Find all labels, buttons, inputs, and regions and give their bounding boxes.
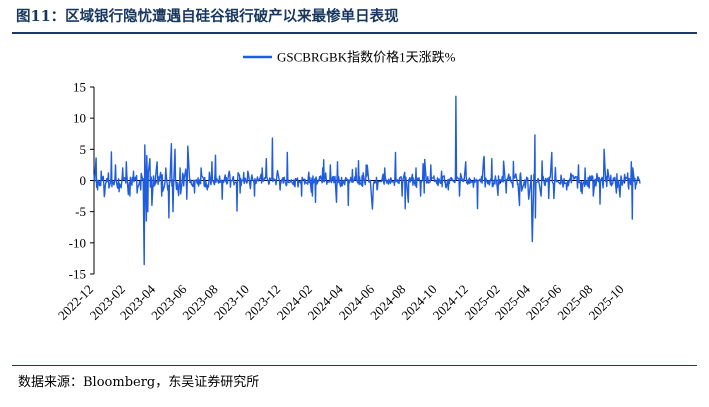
y-tick-label: 5 xyxy=(80,142,87,157)
y-tick-label: 15 xyxy=(73,80,86,95)
x-tick-label: 2025-10 xyxy=(585,282,626,323)
y-tick-label: 10 xyxy=(73,111,86,126)
y-tick-label: -5 xyxy=(75,204,86,219)
bottom-rule xyxy=(12,365,697,366)
chart-legend: GSCBRGBK指数价格1天涨跌% xyxy=(243,50,456,65)
chart-axes: -15-10-50510152022-122023-022023-042023-… xyxy=(55,80,640,323)
source-note: 数据来源：Bloomberg，东吴证券研究所 xyxy=(18,375,260,390)
y-tick-label: -10 xyxy=(69,235,86,250)
top-rule xyxy=(12,32,697,34)
series-layer xyxy=(93,95,641,266)
y-tick-label: 0 xyxy=(80,173,87,188)
y-tick-label: -15 xyxy=(69,267,86,282)
legend-label: GSCBRGBK指数价格1天涨跌% xyxy=(277,50,456,65)
series-line xyxy=(93,95,641,266)
figure-title: 图11：区域银行隐忧遭遇自硅谷银行破产以来最惨单日表现 xyxy=(16,8,399,25)
